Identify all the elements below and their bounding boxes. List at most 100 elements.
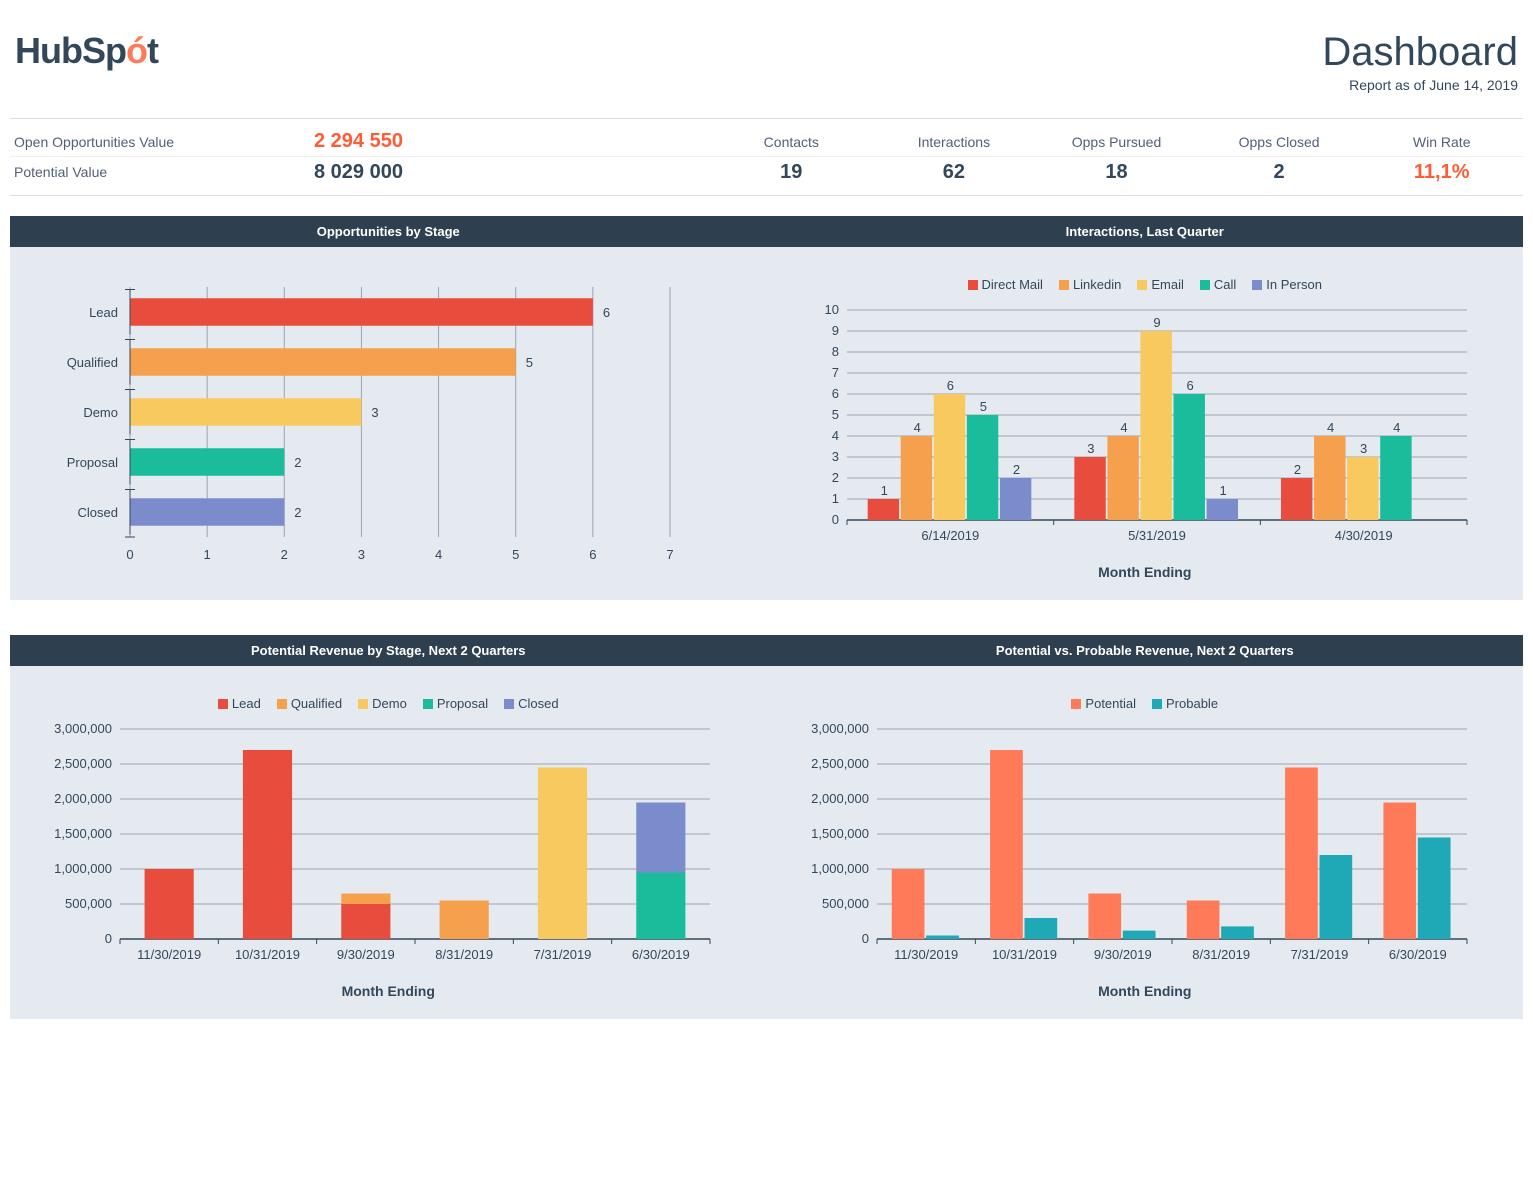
metric-header: Opps Pursued: [1035, 134, 1198, 150]
logo-text-prefix: HubSp: [15, 30, 126, 71]
svg-text:1: 1: [204, 547, 211, 562]
svg-text:7: 7: [831, 365, 838, 380]
svg-text:9/30/2019: 9/30/2019: [1093, 947, 1151, 962]
legend-swatch: [1200, 280, 1210, 290]
metric-header: Contacts: [710, 134, 873, 150]
logo: HubSpót: [15, 30, 158, 72]
svg-text:8/31/2019: 8/31/2019: [435, 947, 493, 962]
legend-label: Linkedin: [1073, 277, 1121, 292]
legend-label: Demo: [372, 696, 407, 711]
metric-value: 19: [710, 161, 873, 184]
logo-accent: ó: [126, 30, 147, 71]
legend-swatch: [1137, 280, 1147, 290]
legend-label: Potential: [1085, 696, 1136, 711]
kpi-values: 2 294 550 8 029 000: [310, 119, 710, 195]
svg-text:8: 8: [831, 344, 838, 359]
metric-value: 2: [1198, 161, 1361, 184]
logo-text-suffix: t: [147, 30, 158, 71]
svg-text:5: 5: [979, 399, 986, 414]
svg-text:9/30/2019: 9/30/2019: [337, 947, 395, 962]
svg-text:500,000: 500,000: [65, 896, 112, 911]
svg-text:1: 1: [831, 491, 838, 506]
svg-text:4: 4: [1393, 420, 1400, 435]
svg-text:5: 5: [512, 547, 519, 562]
svg-text:0: 0: [126, 547, 133, 562]
title-block: Dashboard Report as of June 14, 2019: [1322, 30, 1518, 93]
legend-item: Direct Mail: [968, 277, 1043, 292]
kpi-label: Open Opportunities Value: [14, 134, 174, 150]
svg-text:1,500,000: 1,500,000: [811, 826, 869, 841]
svg-text:7: 7: [666, 547, 673, 562]
svg-text:2,500,000: 2,500,000: [811, 756, 869, 771]
legend-swatch: [1071, 699, 1081, 709]
svg-text:2: 2: [294, 455, 301, 470]
svg-text:7/31/2019: 7/31/2019: [534, 947, 592, 962]
metric-value: 62: [873, 161, 1036, 184]
metric-value: 18: [1035, 161, 1198, 184]
svg-text:7/31/2019: 7/31/2019: [1290, 947, 1348, 962]
svg-text:0: 0: [831, 512, 838, 527]
kpi-row: Open Opportunities Value Potential Value…: [10, 118, 1523, 196]
legend-label: Probable: [1166, 696, 1218, 711]
svg-text:10/31/2019: 10/31/2019: [235, 947, 300, 962]
svg-text:Qualified: Qualified: [67, 355, 118, 370]
chart-title: Potential vs. Probable Revenue, Next 2 Q…: [767, 635, 1524, 666]
svg-text:1,000,000: 1,000,000: [54, 861, 112, 876]
svg-text:9: 9: [831, 323, 838, 338]
svg-text:9: 9: [1153, 315, 1160, 330]
svg-text:4: 4: [831, 428, 838, 443]
legend-item: Lead: [218, 696, 261, 711]
svg-text:2,000,000: 2,000,000: [811, 791, 869, 806]
chart-interactions-last-quarter: Interactions, Last Quarter Direct Mail Li…: [767, 216, 1524, 600]
metric-value: 11,1%: [1360, 161, 1523, 184]
chart-potential-vs-probable: Potential vs. Probable Revenue, Next 2 Q…: [767, 635, 1524, 1019]
chart-svg: 0500,0001,000,0001,500,0002,000,0002,500…: [30, 719, 730, 979]
svg-text:1,000,000: 1,000,000: [811, 861, 869, 876]
legend-label: Closed: [518, 696, 558, 711]
svg-text:1: 1: [1219, 483, 1226, 498]
svg-text:1: 1: [880, 483, 887, 498]
legend-swatch: [1059, 280, 1069, 290]
legend-item: Proposal: [423, 696, 488, 711]
legend-item: Closed: [504, 696, 558, 711]
svg-text:6: 6: [603, 305, 610, 320]
legend-item: Potential: [1071, 696, 1136, 711]
chart-potential-revenue-by-stage: Potential Revenue by Stage, Next 2 Quart…: [10, 635, 767, 1019]
svg-text:6: 6: [946, 378, 953, 393]
svg-text:Lead: Lead: [89, 305, 118, 320]
legend-label: Lead: [232, 696, 261, 711]
svg-text:2: 2: [1293, 462, 1300, 477]
svg-text:10/31/2019: 10/31/2019: [991, 947, 1056, 962]
chart-title: Interactions, Last Quarter: [767, 216, 1524, 247]
legend-swatch: [1252, 280, 1262, 290]
svg-text:6/30/2019: 6/30/2019: [632, 947, 690, 962]
chart-title: Opportunities by Stage: [10, 216, 767, 247]
legend-item: Call: [1200, 277, 1236, 292]
svg-text:2: 2: [294, 505, 301, 520]
legend-item: In Person: [1252, 277, 1322, 292]
svg-text:4: 4: [435, 547, 442, 562]
svg-text:6: 6: [1186, 378, 1193, 393]
legend-label: Qualified: [291, 696, 342, 711]
legend-label: Call: [1214, 277, 1236, 292]
legend-swatch: [218, 699, 228, 709]
chart-opportunities-by-stage: Opportunities by Stage 0 1 2 3 4 5 6 7 Lead 6 Qual…: [10, 216, 767, 600]
chart-svg: 01234567Lead6Qualified5Demo3Proposal2Clo…: [30, 277, 730, 577]
svg-text:Proposal: Proposal: [67, 455, 118, 470]
svg-text:6/14/2019: 6/14/2019: [921, 528, 979, 543]
kpi-value: 8 029 000: [314, 161, 403, 184]
metrics-header: ContactsInteractionsOpps PursuedOpps Clo…: [710, 127, 1523, 157]
svg-text:4/30/2019: 4/30/2019: [1334, 528, 1392, 543]
chart-title: Potential Revenue by Stage, Next 2 Quart…: [10, 635, 767, 666]
chart-legend: Lead Qualified Demo Proposal Closed: [30, 696, 747, 711]
legend-swatch: [1152, 699, 1162, 709]
legend-swatch: [277, 699, 287, 709]
metrics-values: 196218211,1%: [710, 157, 1523, 187]
svg-text:3: 3: [1087, 441, 1094, 456]
chart-row-1: Opportunities by Stage 0 1 2 3 4 5 6 7 Lead 6 Qual…: [10, 216, 1523, 600]
svg-text:3: 3: [371, 405, 378, 420]
svg-text:6: 6: [589, 547, 596, 562]
chart-svg: 0500,0001,000,0001,500,0002,000,0002,500…: [787, 719, 1487, 979]
svg-text:11/30/2019: 11/30/2019: [894, 947, 958, 962]
legend-label: Proposal: [437, 696, 488, 711]
